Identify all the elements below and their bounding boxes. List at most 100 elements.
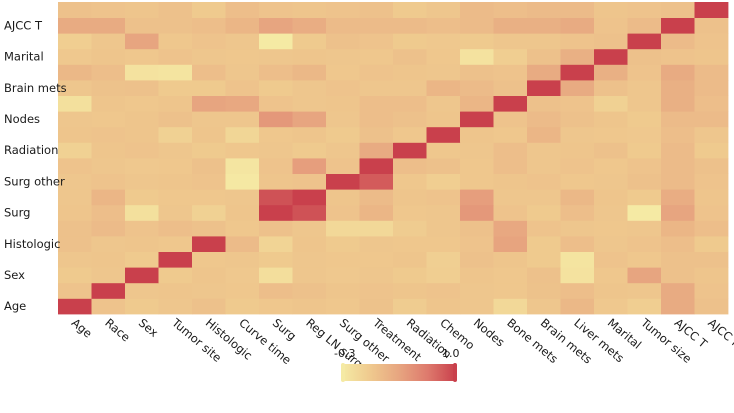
heatmap-cell-nodes-liver-mets	[560, 111, 595, 128]
heatmap-cell-marital-reg-ln-surg	[292, 48, 327, 65]
heatmap-cell-reg-ln-surg-age	[58, 189, 92, 206]
heatmap-cell-sex-surg	[259, 267, 293, 284]
heatmap-cell-marital-race	[91, 48, 126, 65]
heatmap-cell-ajcc-n-bone-mets	[493, 2, 528, 18]
y-tick-label-surg-other: Surg other	[4, 174, 65, 188]
heatmap-cell-bone-mets-sex	[125, 95, 159, 112]
heatmap-cell-race-chemo	[426, 282, 461, 299]
heatmap-cell-reg-ln-surg-tumor-size	[627, 189, 662, 206]
heatmap-cell-histologic-marital	[594, 236, 628, 252]
heatmap-cell-liver-mets-race	[91, 64, 126, 81]
heatmap-cell-bone-mets-liver-mets	[560, 95, 595, 112]
heatmap-cell-marital-histologic	[192, 48, 226, 65]
heatmap-cell-liver-mets-bone-mets	[493, 64, 528, 81]
heatmap-cell-chemo-race	[91, 126, 126, 143]
heatmap-cell-curve-time-chemo	[426, 220, 461, 237]
heatmap-cell-radiation-tumor-site	[158, 142, 193, 159]
heatmap-cell-surg-other-tumor-size	[627, 173, 662, 190]
heatmap-cell-liver-mets-treatment	[359, 64, 394, 81]
heatmap-cell-age-surg-other	[326, 298, 360, 315]
heatmap-cell-curve-time-ajcc-t	[661, 220, 695, 237]
heatmap-cell-bone-mets-radiation	[393, 95, 427, 112]
heatmap-cell-sex-liver-mets	[560, 267, 595, 284]
heatmap-cell-radiation-brain-mets	[527, 142, 561, 159]
heatmap-cell-liver-mets-nodes	[460, 64, 494, 81]
heatmap-cell-liver-mets-tumor-size	[627, 64, 662, 81]
heatmap-cell-histologic-tumor-site	[158, 236, 193, 252]
heatmap-cell-sex-nodes	[460, 267, 494, 284]
heatmap-cell-treatment-tumor-site	[158, 158, 193, 174]
heatmap-cell-radiation-race	[91, 142, 126, 159]
heatmap-cell-tumor-size-curve-time	[225, 33, 260, 50]
heatmap-cell-surg-radiation	[393, 204, 427, 221]
heatmap-cell-reg-ln-surg-curve-time	[225, 189, 260, 206]
heatmap-cell-surg-other-nodes	[460, 173, 494, 190]
y-tick-label-ajcc-t: AJCC T	[4, 18, 43, 32]
heatmap-cell-brain-mets-treatment	[359, 80, 394, 96]
heatmap-cell-bone-mets-surg	[259, 95, 293, 112]
heatmap-cell-ajcc-t-ajcc-n	[694, 17, 729, 34]
heatmap-cell-curve-time-nodes	[460, 220, 494, 237]
heatmap-cell-reg-ln-surg-chemo	[426, 189, 461, 206]
heatmap-cell-radiation-ajcc-n	[694, 142, 729, 159]
heatmap-cell-radiation-reg-ln-surg	[292, 142, 327, 159]
heatmap-cell-reg-ln-surg-nodes	[460, 189, 494, 206]
heatmap-cell-marital-radiation	[393, 48, 427, 65]
heatmap-cell-race-race	[91, 282, 126, 299]
heatmap-cell-liver-mets-liver-mets	[560, 64, 595, 81]
heatmap-cell-surg-other-histologic	[192, 173, 226, 190]
heatmap-cell-radiation-nodes	[460, 142, 494, 159]
heatmap-cell-histologic-ajcc-n	[694, 236, 729, 252]
colorbar-min-cap	[341, 363, 345, 382]
heatmap-cell-ajcc-t-sex	[125, 17, 159, 34]
heatmap-cell-brain-mets-sex	[125, 80, 159, 96]
heatmap-cell-tumor-size-liver-mets	[560, 33, 595, 50]
heatmap-cell-chemo-surg-other	[326, 126, 360, 143]
heatmap-cell-surg-ajcc-n	[694, 204, 729, 221]
heatmap-cell-reg-ln-surg-ajcc-n	[694, 189, 729, 206]
heatmap-cell-liver-mets-sex	[125, 64, 159, 81]
heatmap-cell-histologic-sex	[125, 236, 159, 252]
heatmap-cell-treatment-liver-mets	[560, 158, 595, 174]
heatmap-cell-tumor-size-marital	[594, 33, 628, 50]
heatmap-cell-chemo-ajcc-n	[694, 126, 729, 143]
heatmap-cell-treatment-tumor-size	[627, 158, 662, 174]
heatmap-cell-tumor-site-age	[58, 251, 92, 268]
heatmap-cell-radiation-ajcc-t	[661, 142, 695, 159]
heatmap-cell-ajcc-n-surg	[259, 2, 293, 18]
heatmap-cell-nodes-nodes	[460, 111, 494, 128]
heatmap-cell-sex-ajcc-n	[694, 267, 729, 284]
heatmap-cell-sex-histologic	[192, 267, 226, 284]
heatmap-cell-age-tumor-size	[627, 298, 662, 315]
heatmap-cell-surg-curve-time	[225, 204, 260, 221]
heatmap-cell-reg-ln-surg-marital	[594, 189, 628, 206]
heatmap-cell-tumor-size-surg-other	[326, 33, 360, 50]
heatmap-cell-histologic-histologic	[192, 236, 226, 252]
heatmap-cell-surg-other-liver-mets	[560, 173, 595, 190]
heatmap-cell-radiation-radiation	[393, 142, 427, 159]
heatmap-cell-bone-mets-ajcc-t	[661, 95, 695, 112]
heatmap-cell-radiation-sex	[125, 142, 159, 159]
heatmap-cell-brain-mets-chemo	[426, 80, 461, 96]
heatmap-cell-chemo-sex	[125, 126, 159, 143]
y-axis-tick-labels: Age Sex Histologic Surg Surg other Radiation N…	[4, 18, 67, 313]
heatmap-cell-liver-mets-surg	[259, 64, 293, 81]
heatmap-cell-nodes-ajcc-n	[694, 111, 729, 128]
heatmap-cell-ajcc-t-ajcc-t	[661, 17, 695, 34]
heatmap-cell-radiation-surg-other	[326, 142, 360, 159]
heatmap-cell-nodes-treatment	[359, 111, 394, 128]
heatmap-cell-reg-ln-surg-brain-mets	[527, 189, 561, 206]
y-tick-label-marital: Marital	[4, 50, 44, 64]
heatmap-cell-ajcc-n-chemo	[426, 2, 461, 18]
heatmap-cell-chemo-liver-mets	[560, 126, 595, 143]
heatmap-cell-brain-mets-brain-mets	[527, 80, 561, 96]
heatmap-cell-ajcc-t-histologic	[192, 17, 226, 34]
heatmap-cell-radiation-histologic	[192, 142, 226, 159]
heatmap-cell-age-ajcc-n	[694, 298, 729, 315]
heatmap-cell-curve-time-ajcc-n	[694, 220, 729, 237]
heatmap-cell-nodes-radiation	[393, 111, 427, 128]
heatmap-cell-surg-age	[58, 204, 92, 221]
heatmap-cell-brain-mets-tumor-size	[627, 80, 662, 96]
